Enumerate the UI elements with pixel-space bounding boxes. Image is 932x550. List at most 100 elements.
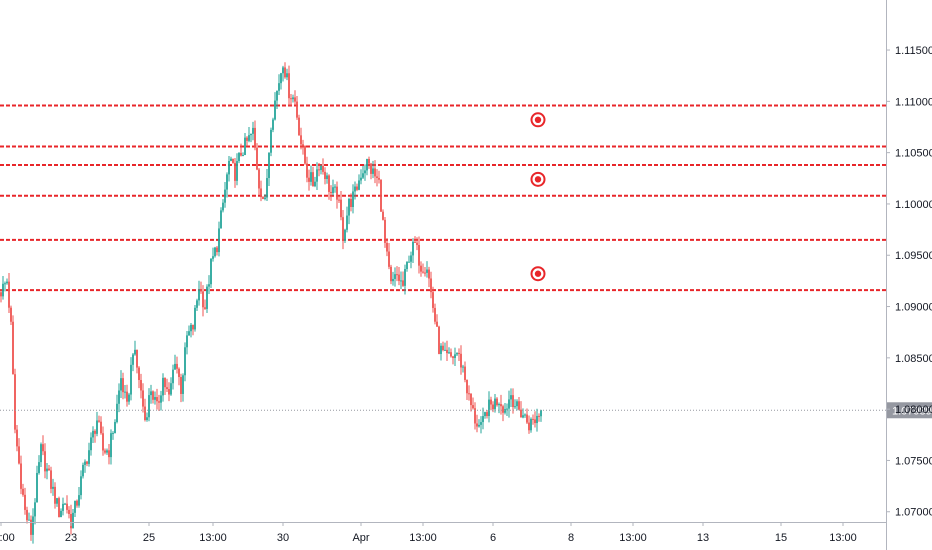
candle-body: [520, 409, 522, 418]
candle-body: [358, 180, 360, 190]
candle-body: [72, 512, 74, 529]
candle: [434, 303, 436, 325]
candle-body: [154, 397, 156, 400]
candle-body: [50, 470, 52, 489]
candle: [106, 448, 108, 455]
candle-body: [508, 399, 510, 409]
candle-body: [64, 503, 66, 505]
candle: [248, 127, 250, 143]
candle-body: [526, 414, 528, 423]
target-marker-icon[interactable]: [530, 266, 546, 282]
candle: [338, 195, 340, 204]
candle-body: [210, 258, 212, 285]
candle: [284, 62, 286, 79]
candle-body: [22, 488, 24, 495]
candle-body: [406, 261, 408, 269]
candle-body: [474, 408, 476, 424]
candle-body: [110, 433, 112, 458]
candle: [234, 157, 236, 188]
candle-body: [70, 514, 72, 529]
candle-body: [424, 272, 426, 274]
candle: [266, 169, 268, 202]
candle-body: [368, 158, 370, 164]
candle: [224, 182, 226, 208]
candle-body: [216, 247, 218, 253]
candle-body: [346, 215, 348, 230]
candle-body: [466, 379, 468, 394]
candle-body: [124, 391, 126, 393]
candle: [184, 342, 186, 382]
candle: [292, 94, 294, 103]
candle: [68, 506, 70, 519]
candle-body: [148, 395, 150, 418]
candle-body: [398, 274, 400, 281]
candle: [396, 266, 398, 282]
candle-body: [356, 186, 358, 190]
candle-body: [184, 347, 186, 376]
candle-body: [290, 98, 292, 100]
candle: [78, 486, 80, 508]
candle: [56, 497, 58, 507]
candle: [260, 180, 262, 202]
candle-body: [374, 168, 376, 177]
candle-body: [188, 331, 190, 336]
candle-body: [438, 326, 440, 354]
candle-body: [226, 174, 228, 190]
y-tick-label: 1.07000: [895, 507, 932, 519]
candle-body: [512, 395, 514, 408]
candle-body: [426, 269, 428, 273]
candle-body: [452, 356, 454, 358]
candle-body: [32, 516, 34, 535]
last-price-label-bg: [887, 402, 932, 419]
candle-body: [534, 419, 536, 424]
candle-body: [90, 437, 92, 451]
candle: [52, 478, 54, 496]
candle-body: [516, 401, 518, 407]
candle-body: [504, 408, 506, 413]
candle-body: [472, 405, 474, 409]
candle: [8, 273, 10, 314]
candle-body: [316, 169, 318, 182]
candle: [110, 429, 112, 465]
markers: [530, 112, 546, 282]
candle: [358, 174, 360, 191]
candle-body: [464, 366, 466, 380]
candle: [362, 165, 364, 179]
candle-body: [78, 495, 80, 506]
candle-body: [248, 135, 250, 141]
candle-body: [418, 245, 420, 266]
candle: [348, 197, 350, 225]
candle-body: [222, 202, 224, 211]
candle: [276, 90, 278, 110]
candle-body: [446, 349, 448, 354]
candle-body: [238, 152, 240, 162]
candle: [484, 411, 486, 419]
candle-body: [264, 197, 266, 200]
candle-body: [364, 170, 366, 174]
candle: [70, 504, 72, 535]
target-marker-icon[interactable]: [530, 112, 546, 128]
candle: [452, 355, 454, 365]
candle-body: [422, 271, 424, 273]
candle: [96, 411, 98, 437]
target-marker-icon[interactable]: [530, 171, 546, 187]
candle: [334, 184, 336, 193]
candle-body: [332, 187, 334, 194]
candle: [350, 193, 352, 212]
candle: [376, 169, 378, 187]
candle-body: [310, 172, 312, 182]
candle: [288, 65, 290, 106]
candle-body: [536, 415, 538, 424]
candle: [256, 143, 258, 171]
candle: [534, 411, 536, 428]
x-tick-label: 6: [490, 532, 496, 544]
candle-body: [414, 241, 416, 243]
candle-body: [234, 162, 236, 181]
candle-body: [412, 241, 414, 256]
candle-body: [56, 498, 58, 504]
candle: [194, 305, 196, 332]
candle: [222, 199, 224, 213]
candle-body: [214, 247, 216, 257]
marker-dot: [534, 116, 542, 124]
